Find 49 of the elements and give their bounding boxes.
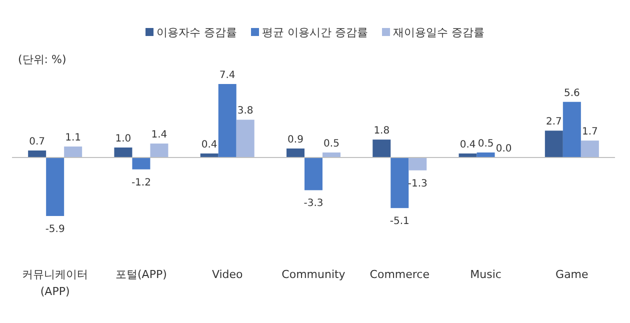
bar (114, 148, 132, 158)
data-label: -5.9 (45, 224, 65, 235)
bar (218, 84, 236, 158)
bar (476, 152, 495, 158)
data-label: 0.0 (496, 143, 512, 154)
bar (372, 140, 391, 158)
data-label: 0.7 (29, 136, 46, 148)
data-label: 0.4 (460, 139, 476, 150)
legend-label: 이용자수 증감률 (156, 26, 237, 39)
legend-label: 재이용일수 증감률 (393, 26, 484, 39)
bar (562, 102, 581, 158)
legend-label: 평균 이용시간 증감률 (262, 26, 368, 39)
data-label: 0.9 (288, 134, 304, 146)
bar (286, 148, 304, 158)
bar (408, 157, 427, 170)
bar (46, 157, 64, 216)
bar (544, 130, 563, 158)
data-label: -3.3 (304, 198, 324, 210)
x-tick-label: Commerce (370, 268, 430, 281)
data-label: 0.5 (324, 138, 340, 150)
data-label: 3.8 (237, 106, 254, 117)
bar (132, 157, 150, 170)
data-label: 1.8 (374, 126, 390, 137)
bar (28, 150, 46, 158)
x-tick-label: 포털(APP) (116, 268, 167, 281)
bar (322, 152, 340, 158)
x-tick-label: Video (212, 268, 244, 281)
bar (580, 140, 599, 158)
data-label: 1.7 (582, 126, 598, 138)
bar (64, 146, 82, 158)
bar (236, 120, 254, 158)
x-tick-label: Music (470, 268, 502, 281)
data-label: 0.4 (201, 139, 218, 150)
data-label: 1.4 (151, 130, 168, 141)
bar (304, 157, 322, 190)
data-label: 1.1 (65, 132, 82, 144)
data-label: -1.2 (131, 177, 151, 188)
data-label: -5.1 (390, 216, 410, 228)
x-tick-label: 커뮤니케이터 (APP) (22, 268, 88, 298)
text: (단위: %) (18, 53, 66, 66)
data-label: 0.5 (478, 138, 494, 150)
bar (390, 157, 409, 208)
bar (150, 144, 168, 158)
x-tick-label: Game (556, 268, 589, 281)
data-label: 5.6 (564, 88, 580, 99)
data-label: 7.4 (219, 70, 236, 81)
x-tick-label: Community (282, 268, 346, 281)
data-label: 1.0 (115, 134, 132, 145)
data-label: 2.7 (546, 116, 562, 128)
